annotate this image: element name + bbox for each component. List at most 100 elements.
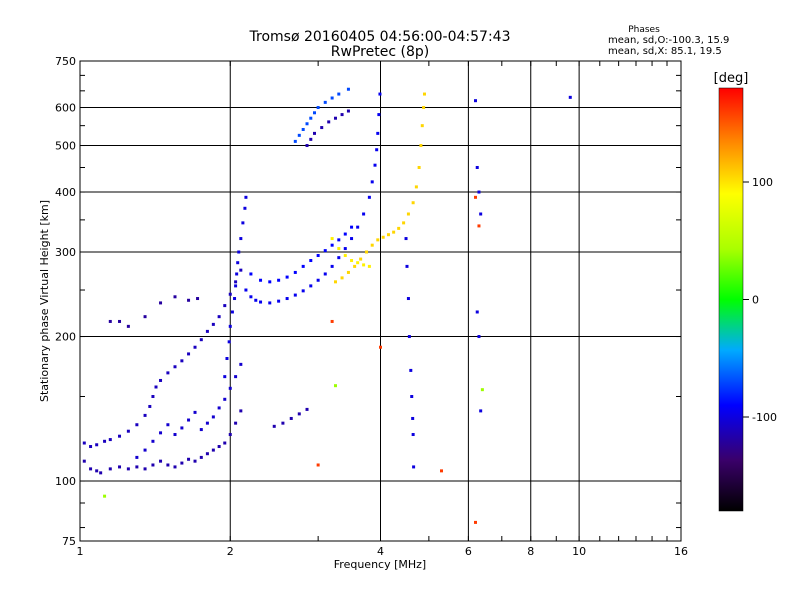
- data-points: [82, 87, 572, 524]
- data-point: [333, 280, 337, 284]
- data-point: [223, 375, 227, 379]
- data-point: [340, 276, 344, 280]
- data-point: [477, 190, 481, 194]
- data-point: [241, 221, 245, 225]
- data-point: [259, 278, 263, 282]
- data-point: [376, 131, 380, 135]
- data-point: [151, 395, 155, 399]
- data-point: [417, 165, 421, 169]
- data-point: [143, 413, 147, 417]
- data-point: [126, 467, 130, 471]
- data-point: [143, 448, 147, 452]
- data-point: [353, 264, 357, 268]
- data-point: [99, 471, 103, 475]
- data-point: [305, 122, 309, 126]
- data-point: [379, 345, 382, 349]
- ticks: [79, 60, 682, 541]
- x-tick-label: 2: [227, 545, 234, 558]
- data-point: [356, 261, 360, 265]
- y-tick-label: 750: [55, 55, 76, 68]
- data-point: [422, 106, 426, 110]
- y-tick-label: 300: [55, 246, 76, 259]
- data-point: [249, 272, 253, 276]
- data-point: [223, 304, 227, 308]
- data-point: [309, 284, 313, 288]
- data-point: [199, 428, 203, 432]
- data-point: [187, 298, 191, 302]
- data-point: [217, 315, 221, 319]
- data-point: [159, 301, 163, 305]
- data-point: [268, 301, 272, 305]
- data-point: [239, 362, 243, 366]
- data-point: [211, 415, 215, 419]
- data-point: [309, 116, 313, 120]
- data-point: [159, 431, 163, 435]
- y-tick-label: 500: [55, 140, 76, 153]
- data-point: [346, 270, 350, 274]
- data-point: [143, 467, 147, 471]
- data-point: [330, 96, 334, 100]
- x-tick-label: 10: [572, 545, 586, 558]
- colorbar: [718, 87, 744, 512]
- data-point: [166, 423, 170, 427]
- data-point: [365, 250, 369, 254]
- data-point: [236, 261, 240, 265]
- data-point: [205, 329, 209, 333]
- y-tick-label: 200: [55, 331, 76, 344]
- data-point: [405, 264, 409, 268]
- data-point: [118, 434, 122, 438]
- colorbar-tick-label: 100: [752, 176, 773, 189]
- data-point: [199, 338, 203, 342]
- data-point: [327, 120, 331, 124]
- data-point: [337, 256, 341, 260]
- data-point: [228, 324, 232, 328]
- data-point: [199, 455, 203, 459]
- data-point: [205, 452, 209, 456]
- data-point: [135, 423, 139, 427]
- data-point: [277, 278, 281, 282]
- data-point: [217, 406, 221, 410]
- data-point: [272, 424, 276, 428]
- data-point: [479, 409, 483, 413]
- data-point: [362, 212, 366, 216]
- stats-line-o: mean, sd,O:-100.3, 15.9: [608, 35, 729, 46]
- data-point: [173, 365, 177, 369]
- data-point: [330, 264, 334, 268]
- data-point: [350, 237, 354, 241]
- data-point: [126, 324, 130, 328]
- data-point: [228, 433, 232, 437]
- data-point: [340, 113, 344, 117]
- data-point: [410, 395, 414, 399]
- data-point: [346, 87, 350, 91]
- data-point: [166, 371, 170, 375]
- data-point: [151, 463, 155, 467]
- data-point: [406, 297, 410, 301]
- data-point: [392, 230, 396, 234]
- data-point: [82, 459, 86, 463]
- data-point: [180, 461, 184, 465]
- colorbar-ticks: 100 0 -100: [743, 176, 777, 424]
- x-tick-label: 4: [377, 545, 384, 558]
- data-point: [239, 237, 243, 241]
- grid: [80, 61, 681, 541]
- data-point: [166, 463, 170, 467]
- data-point: [305, 407, 309, 411]
- data-point: [406, 212, 410, 216]
- data-point: [211, 448, 215, 452]
- data-point: [568, 95, 572, 99]
- data-point: [346, 109, 350, 113]
- data-point: [477, 335, 481, 339]
- data-point: [356, 225, 360, 229]
- y-tick-label: 400: [55, 186, 76, 199]
- data-point: [301, 264, 305, 268]
- data-point: [407, 335, 411, 339]
- data-point: [196, 297, 200, 301]
- data-point: [419, 144, 423, 148]
- data-point: [330, 243, 334, 247]
- data-point: [205, 421, 209, 425]
- data-point: [316, 106, 320, 110]
- data-point: [473, 520, 477, 524]
- data-point: [118, 465, 122, 469]
- data-point: [180, 359, 184, 363]
- data-point: [259, 300, 263, 304]
